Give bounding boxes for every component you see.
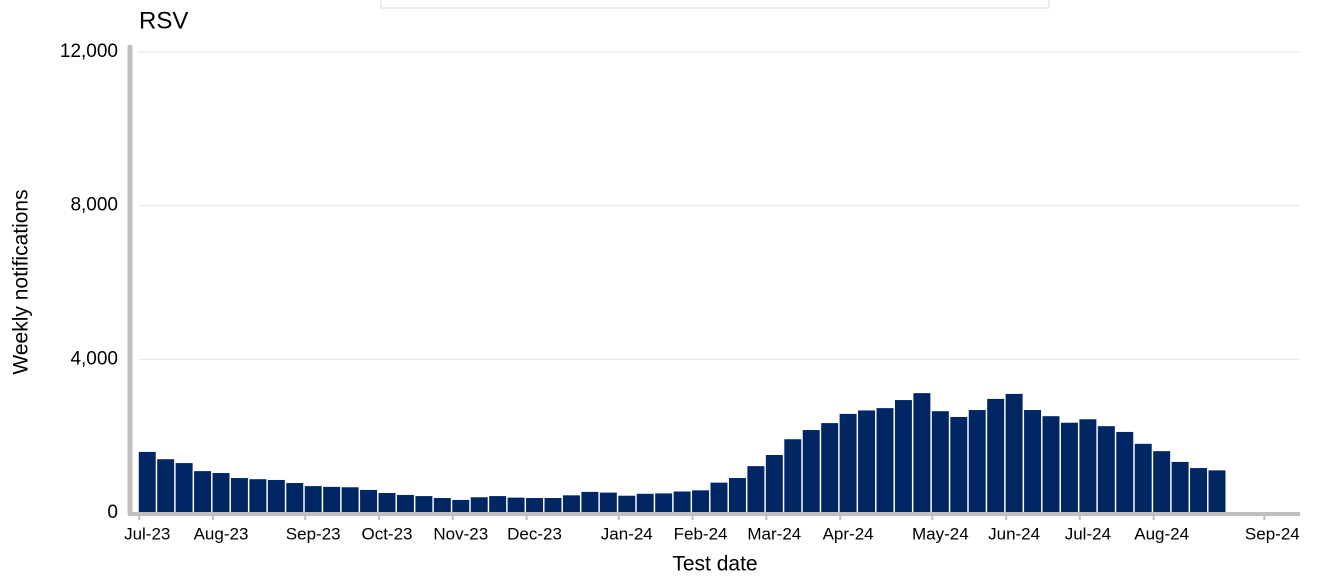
bar xyxy=(858,410,876,513)
bar xyxy=(839,413,857,513)
bar xyxy=(526,498,544,513)
bar xyxy=(433,498,451,513)
x-tick-label: Aug-23 xyxy=(194,524,249,543)
x-axis-label: Test date xyxy=(672,553,757,576)
bar xyxy=(286,483,304,513)
x-tick-label: Nov-23 xyxy=(433,524,488,543)
bar xyxy=(1171,461,1189,513)
legend-box xyxy=(380,0,1050,9)
bar xyxy=(1024,410,1042,513)
x-tick-label: Jun-24 xyxy=(988,524,1040,543)
y-tick-label: 8,000 xyxy=(70,195,118,216)
bar xyxy=(1079,419,1097,513)
bar xyxy=(341,487,359,513)
bar xyxy=(655,493,673,513)
bar xyxy=(396,494,414,513)
bar xyxy=(138,451,156,513)
chart-title: RSV xyxy=(139,7,188,34)
bar xyxy=(1097,426,1115,513)
bar xyxy=(1116,431,1134,513)
bar xyxy=(507,497,525,513)
x-tick-label: Sep-23 xyxy=(286,524,341,543)
bar xyxy=(212,473,230,513)
x-tick-label: Jul-24 xyxy=(1065,524,1111,543)
x-tick-label: Aug-24 xyxy=(1134,524,1189,543)
bar xyxy=(1208,470,1226,513)
bar xyxy=(360,489,378,513)
bar xyxy=(968,410,986,513)
bar xyxy=(618,495,636,513)
bar xyxy=(692,490,710,513)
bar xyxy=(1134,443,1152,513)
bar xyxy=(194,471,212,513)
bar xyxy=(323,486,341,513)
bar xyxy=(802,430,820,513)
bar xyxy=(987,398,1005,513)
bar xyxy=(894,400,912,513)
bar xyxy=(175,463,193,513)
x-tick-label: May-24 xyxy=(912,524,969,543)
bar xyxy=(784,439,802,513)
x-tick-label: Jan-24 xyxy=(601,524,653,543)
bar xyxy=(950,416,968,513)
x-tick-label: Dec-23 xyxy=(507,524,562,543)
bar xyxy=(1153,451,1171,513)
bar xyxy=(913,393,931,513)
bar xyxy=(765,454,783,513)
bar xyxy=(378,493,396,513)
bar xyxy=(304,486,322,513)
x-tick-label: Apr-24 xyxy=(823,524,874,543)
x-tick-label: Mar-24 xyxy=(747,524,801,543)
bar xyxy=(267,479,285,513)
bar xyxy=(452,499,470,513)
y-tick-label: 0 xyxy=(107,502,118,523)
bar xyxy=(1042,416,1060,513)
bar xyxy=(489,496,507,513)
bar xyxy=(157,459,175,513)
bar xyxy=(562,495,580,513)
bar xyxy=(1190,468,1208,513)
bar xyxy=(931,411,949,513)
bar xyxy=(710,482,728,513)
bar xyxy=(673,491,691,513)
bar xyxy=(636,493,654,513)
bar xyxy=(747,466,765,513)
bar xyxy=(728,478,746,513)
bar xyxy=(544,498,562,513)
bar xyxy=(1060,422,1078,513)
bar xyxy=(1005,393,1023,513)
bar xyxy=(581,491,599,513)
bar xyxy=(230,478,248,513)
y-tick-label: 4,000 xyxy=(70,348,118,369)
y-axis-label: Weekly notifications xyxy=(10,189,33,374)
bar xyxy=(876,408,894,513)
bar xyxy=(470,497,488,513)
x-tick-label: Jul-23 xyxy=(124,524,170,543)
x-tick-label: Sep-24 xyxy=(1245,524,1300,543)
bar xyxy=(415,496,433,513)
x-tick-label: Feb-24 xyxy=(674,524,728,543)
bar xyxy=(821,423,839,513)
x-tick-label: Oct-23 xyxy=(361,524,412,543)
y-tick-label: 12,000 xyxy=(60,41,118,62)
bar xyxy=(249,479,267,513)
bar xyxy=(599,492,617,513)
